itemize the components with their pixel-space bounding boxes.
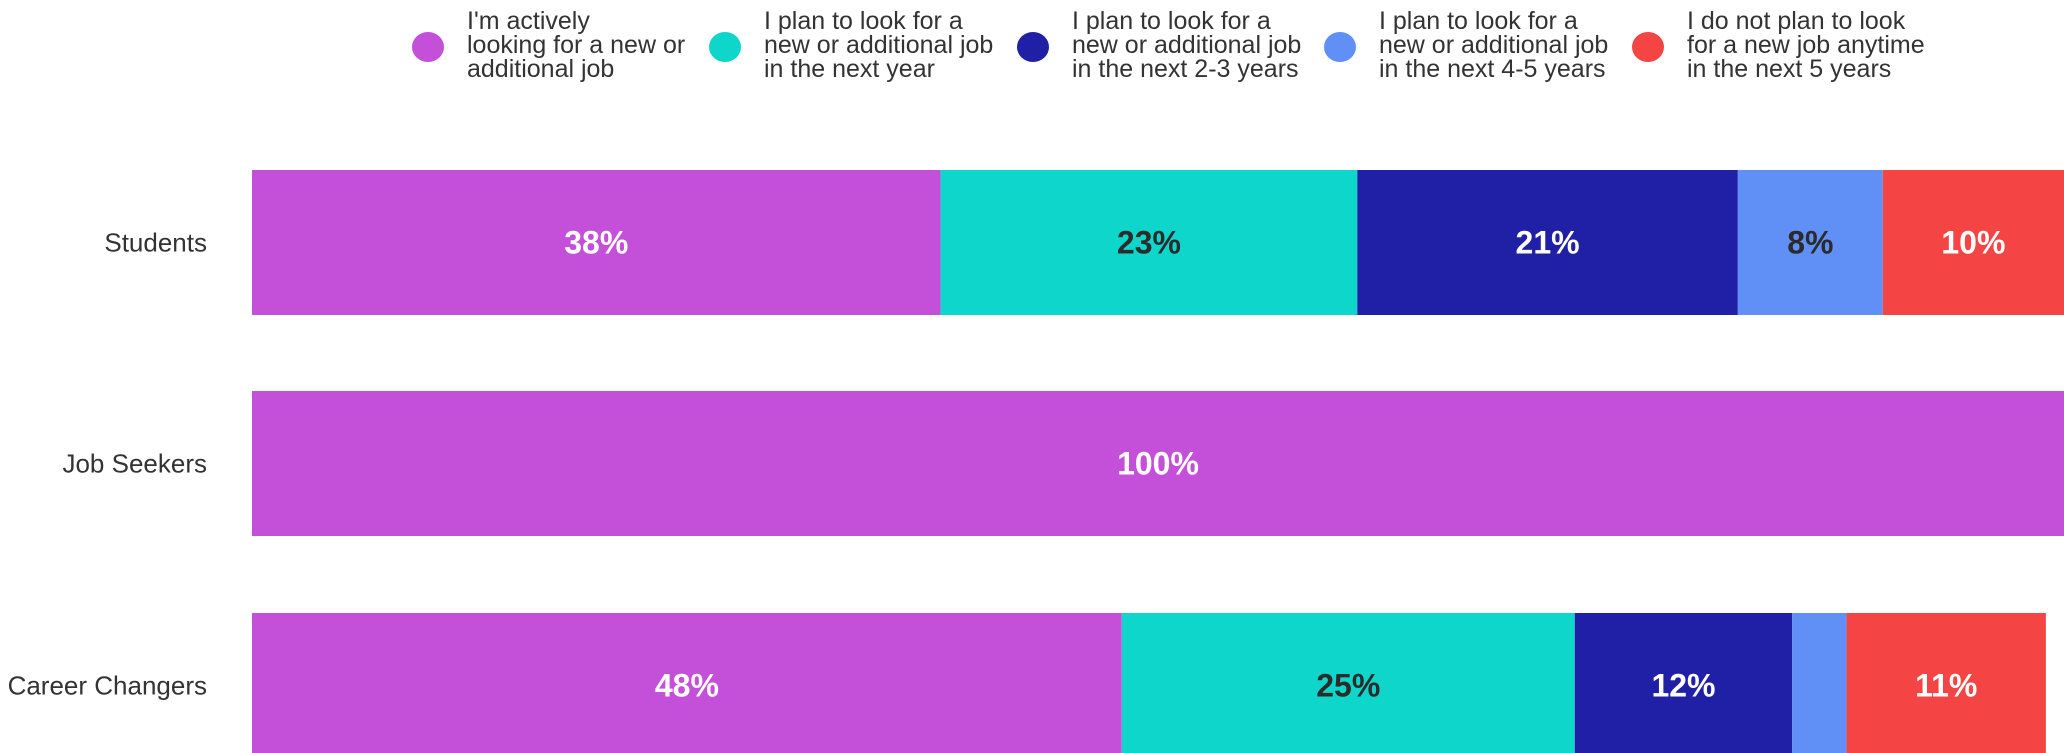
legend-swatch (1324, 32, 1356, 62)
bar-segment (252, 613, 1122, 753)
category-axis: Students Job Seekers Career Changers (8, 228, 207, 701)
legend-label: I plan to look for a new or additional jo… (764, 7, 993, 83)
bar-row: 38% 23% 21% 8% 10% (252, 170, 2064, 315)
legend-item: I plan to look for a new or additional jo… (709, 7, 993, 83)
bar-data-label: 12% (1651, 668, 1715, 704)
bar-segment (1792, 613, 1847, 753)
bar-data-label: 23% (1117, 225, 1181, 261)
chart-legend: I'm actively looking for a new or addition… (412, 7, 1925, 83)
legend-swatch (709, 32, 741, 62)
bar-segment (252, 391, 2064, 536)
bar-data-label: 48% (655, 668, 719, 704)
category-label: Students (104, 228, 207, 258)
legend-label: I do not plan to look for a new job anyti… (1687, 7, 1925, 83)
category-label: Career Changers (8, 671, 207, 701)
bar-row: 100% (252, 391, 2064, 536)
legend-item: I plan to look for a new or additional jo… (1324, 7, 1608, 83)
bar-data-label: 21% (1516, 225, 1580, 261)
bar-data-label: 100% (1117, 446, 1199, 482)
bar-segment (940, 170, 1358, 315)
bar-segment (1121, 613, 1575, 753)
legend-label: I plan to look for a new or additional jo… (1379, 7, 1608, 83)
bar-data-label: 10% (1941, 225, 2005, 261)
bar-segment (1574, 613, 1793, 753)
bar-data-label: 25% (1316, 668, 1380, 704)
bar-segment (1882, 170, 2064, 315)
legend-swatch (1632, 32, 1664, 62)
bar-row: 48% 25% 12% 11% (252, 613, 2046, 753)
legend-item: I do not plan to look for a new job anyti… (1632, 7, 1925, 83)
bar-segment (252, 170, 941, 315)
chart-plot-area: 38% 23% 21% 8% 10% 100% 48% 25% 12% 11% (252, 170, 2064, 753)
bar-data-label: 8% (1787, 225, 1833, 261)
legend-swatch (1017, 32, 1049, 62)
legend-label: I plan to look for a new or additional jo… (1072, 7, 1301, 83)
legend-item: I'm actively looking for a new or addition… (412, 7, 685, 83)
category-label: Job Seekers (62, 449, 207, 479)
bar-data-label: 38% (564, 225, 628, 261)
legend-label: I'm actively looking for a new or addition… (467, 7, 685, 83)
bar-segment (1846, 613, 2046, 753)
bar-segment (1357, 170, 1738, 315)
bar-data-label: 11% (1915, 668, 1977, 704)
legend-item: I plan to look for a new or additional jo… (1017, 7, 1301, 83)
legend-swatch (412, 32, 444, 62)
bar-segment (1737, 170, 1883, 315)
